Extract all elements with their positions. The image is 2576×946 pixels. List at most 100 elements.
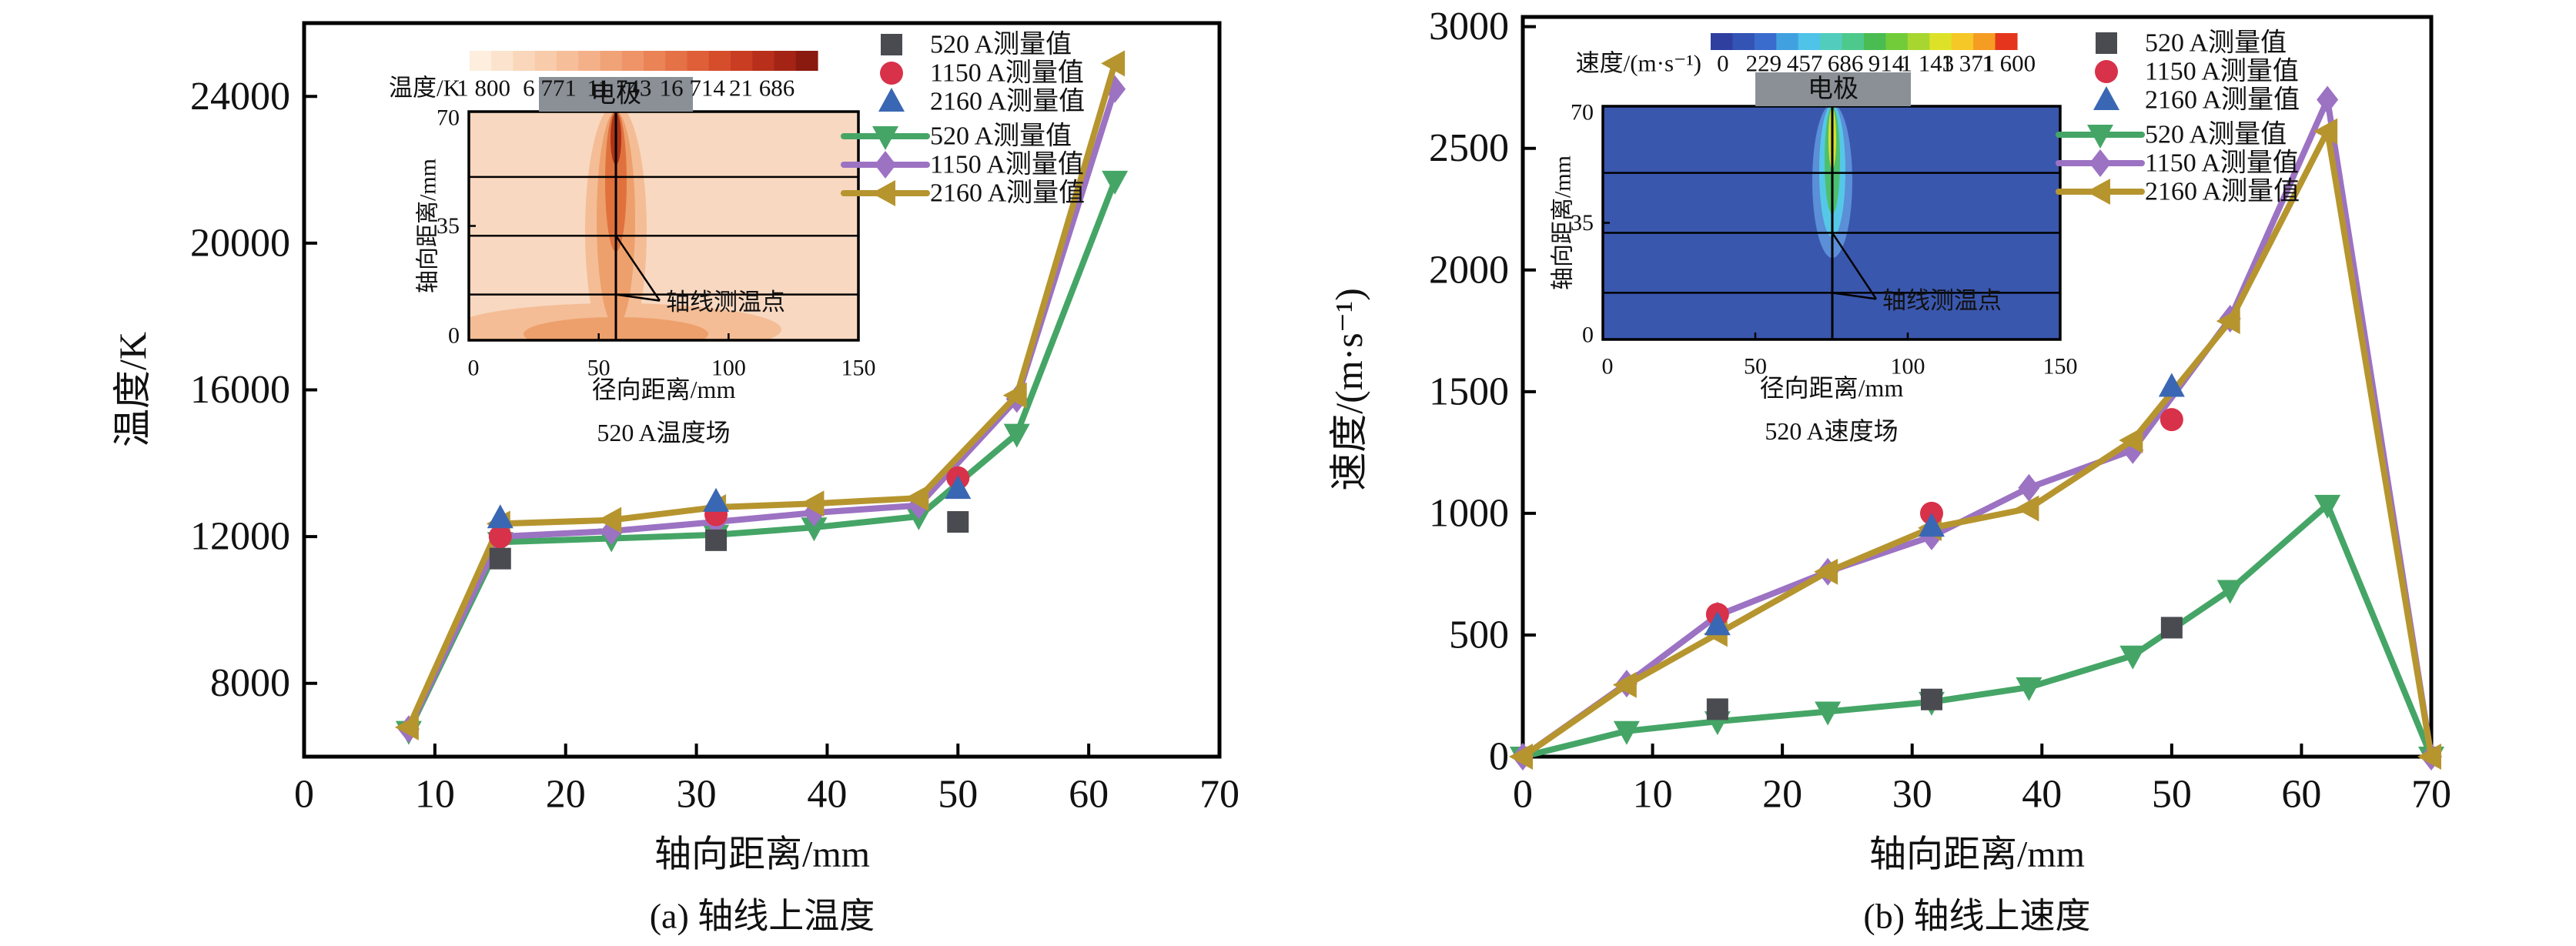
legend-label: 520 A测量值 xyxy=(2145,28,2287,58)
inset-y-tick-label: 70 xyxy=(1571,100,1594,125)
legend-marker xyxy=(881,34,902,55)
legend-marker xyxy=(2095,60,2118,83)
series-point-marker xyxy=(2417,744,2441,770)
y-tick-label: 0 xyxy=(1489,735,1509,779)
legend-marker xyxy=(872,126,898,150)
colorbar-cell xyxy=(1885,33,1909,50)
inset-x-axis-label: 径向距离/mm xyxy=(592,376,736,403)
y-axis-label: 温度/K xyxy=(111,332,154,447)
x-tick-label: 70 xyxy=(2411,773,2451,817)
inset-field-plot: 轴线测温点 0 50 100 150 0 35 70 轴向距离/mm 径向距离/mm 520 A温度… xyxy=(416,77,876,446)
series-point-marker xyxy=(800,490,825,517)
colorbar-cell xyxy=(1776,33,1799,50)
series-point-marker xyxy=(1612,671,1637,698)
electrode-block xyxy=(1755,72,1911,106)
colorbar-cell xyxy=(1973,33,1996,50)
inset-caption: 520 A速度场 xyxy=(1765,417,1898,445)
legend-marker xyxy=(2087,125,2113,149)
x-tick-label: 60 xyxy=(1069,773,1109,817)
legend-label: 520 A测量值 xyxy=(930,30,1072,59)
colorbar-cell xyxy=(687,51,710,71)
colorbar-cell xyxy=(1951,33,1974,50)
series-group xyxy=(1509,85,2444,771)
colorbar-tick-label: 21 686 xyxy=(729,75,795,102)
legend-marker xyxy=(2093,86,2119,110)
colorbar-tick-label: 0 xyxy=(1717,50,1729,77)
legend-marker xyxy=(880,62,903,85)
colorbar-cell xyxy=(708,51,731,71)
series-group xyxy=(394,50,1129,745)
x-tick-label: 40 xyxy=(2022,773,2062,817)
x-tick-label: 20 xyxy=(546,773,586,817)
measured-point-marker xyxy=(703,487,730,512)
series-point-marker xyxy=(1509,744,1533,770)
inset-y-tick-label: 70 xyxy=(437,105,460,131)
x-axis-label: 轴向距离/mm xyxy=(1869,834,2085,875)
inset-x-tick-label: 0 xyxy=(468,356,480,381)
legend-label: 1150 A测量值 xyxy=(930,58,1084,88)
y-tick-label: 2500 xyxy=(1429,126,1509,170)
inset-y-tick-label: 35 xyxy=(437,213,460,239)
colorbar-cell xyxy=(1907,33,1930,50)
inset-y-tick-label: 35 xyxy=(1571,210,1594,236)
colorbar-cell xyxy=(774,51,797,71)
series-point-marker xyxy=(597,506,622,533)
colorbar-tick-label: 16 714 xyxy=(660,75,726,102)
legend-label: 520 A测量值 xyxy=(2145,120,2287,149)
measured-point-marker xyxy=(488,525,512,549)
inset-background xyxy=(469,112,858,340)
annotation-line xyxy=(1832,292,1877,300)
series-line xyxy=(405,177,1119,734)
measured-point-marker xyxy=(1704,611,1731,636)
measured-point-marker xyxy=(1706,698,1728,720)
series-point-marker xyxy=(2015,495,2039,522)
colorbar-tick-label: 1 600 xyxy=(1982,50,2036,77)
series-point-marker xyxy=(905,485,929,512)
inset-field-plot: 轴线测温点 0 50 100 150 0 35 70 轴向距离/mm 径向距离/mm 520 A速度… xyxy=(1551,72,2078,445)
inset-caption: 520 A温度场 xyxy=(597,419,730,446)
measured-point-marker xyxy=(947,511,969,533)
inset-x-tick-label: 100 xyxy=(1891,354,1925,379)
series-point-marker xyxy=(2018,473,2040,502)
inset-annotation-label: 轴线测温点 xyxy=(666,289,785,316)
inset-x-tick-label: 0 xyxy=(1602,354,1614,379)
legend-label: 1150 A测量值 xyxy=(2145,57,2299,86)
legend-marker xyxy=(2096,32,2117,54)
legend-label: 520 A测量值 xyxy=(930,122,1072,151)
inset-annotation-label: 轴线测温点 xyxy=(1882,287,2002,314)
colorbar-cell xyxy=(578,51,601,71)
series-point-marker xyxy=(1002,382,1027,409)
colorbar-cell xyxy=(621,51,644,71)
legend-label: 2160 A测量值 xyxy=(930,87,1085,116)
inset-y-axis-label: 轴向距离/mm xyxy=(1551,155,1576,290)
series-point-marker xyxy=(2314,494,2341,519)
legend-marker xyxy=(878,88,905,112)
colorbar-tick-label: 914 xyxy=(1868,50,1905,77)
colorbar-label: 温度/K xyxy=(389,75,461,102)
x-tick-label: 50 xyxy=(938,773,978,817)
colorbar-cell xyxy=(1842,33,1865,50)
x-tick-label: 10 xyxy=(1633,773,1673,817)
x-tick-label: 70 xyxy=(1199,773,1239,817)
series-line xyxy=(1520,501,2434,760)
legend-marker xyxy=(2086,179,2110,205)
series-point-marker xyxy=(1101,50,1126,77)
colorbar-tick-label: 229 xyxy=(1746,50,1782,77)
colorbar-cell xyxy=(1732,33,1755,50)
colorbar-cell xyxy=(752,51,775,71)
y-tick-label: 1500 xyxy=(1429,369,1509,413)
legend-label: 2160 A测量值 xyxy=(2145,177,2300,206)
measured-point-marker xyxy=(489,547,511,570)
inset-x-tick-label: 150 xyxy=(2043,354,2078,379)
legend-marker xyxy=(2089,149,2111,177)
x-tick-label: 0 xyxy=(1513,773,1533,817)
y-tick-label: 1000 xyxy=(1429,491,1509,535)
x-tick-label: 10 xyxy=(415,773,455,817)
colorbar-cell xyxy=(731,51,753,71)
measured-point-marker xyxy=(487,504,514,529)
colorbar-cell xyxy=(644,51,666,71)
inset-x-tick-label: 100 xyxy=(711,356,746,381)
series-point-marker xyxy=(1814,558,1838,585)
